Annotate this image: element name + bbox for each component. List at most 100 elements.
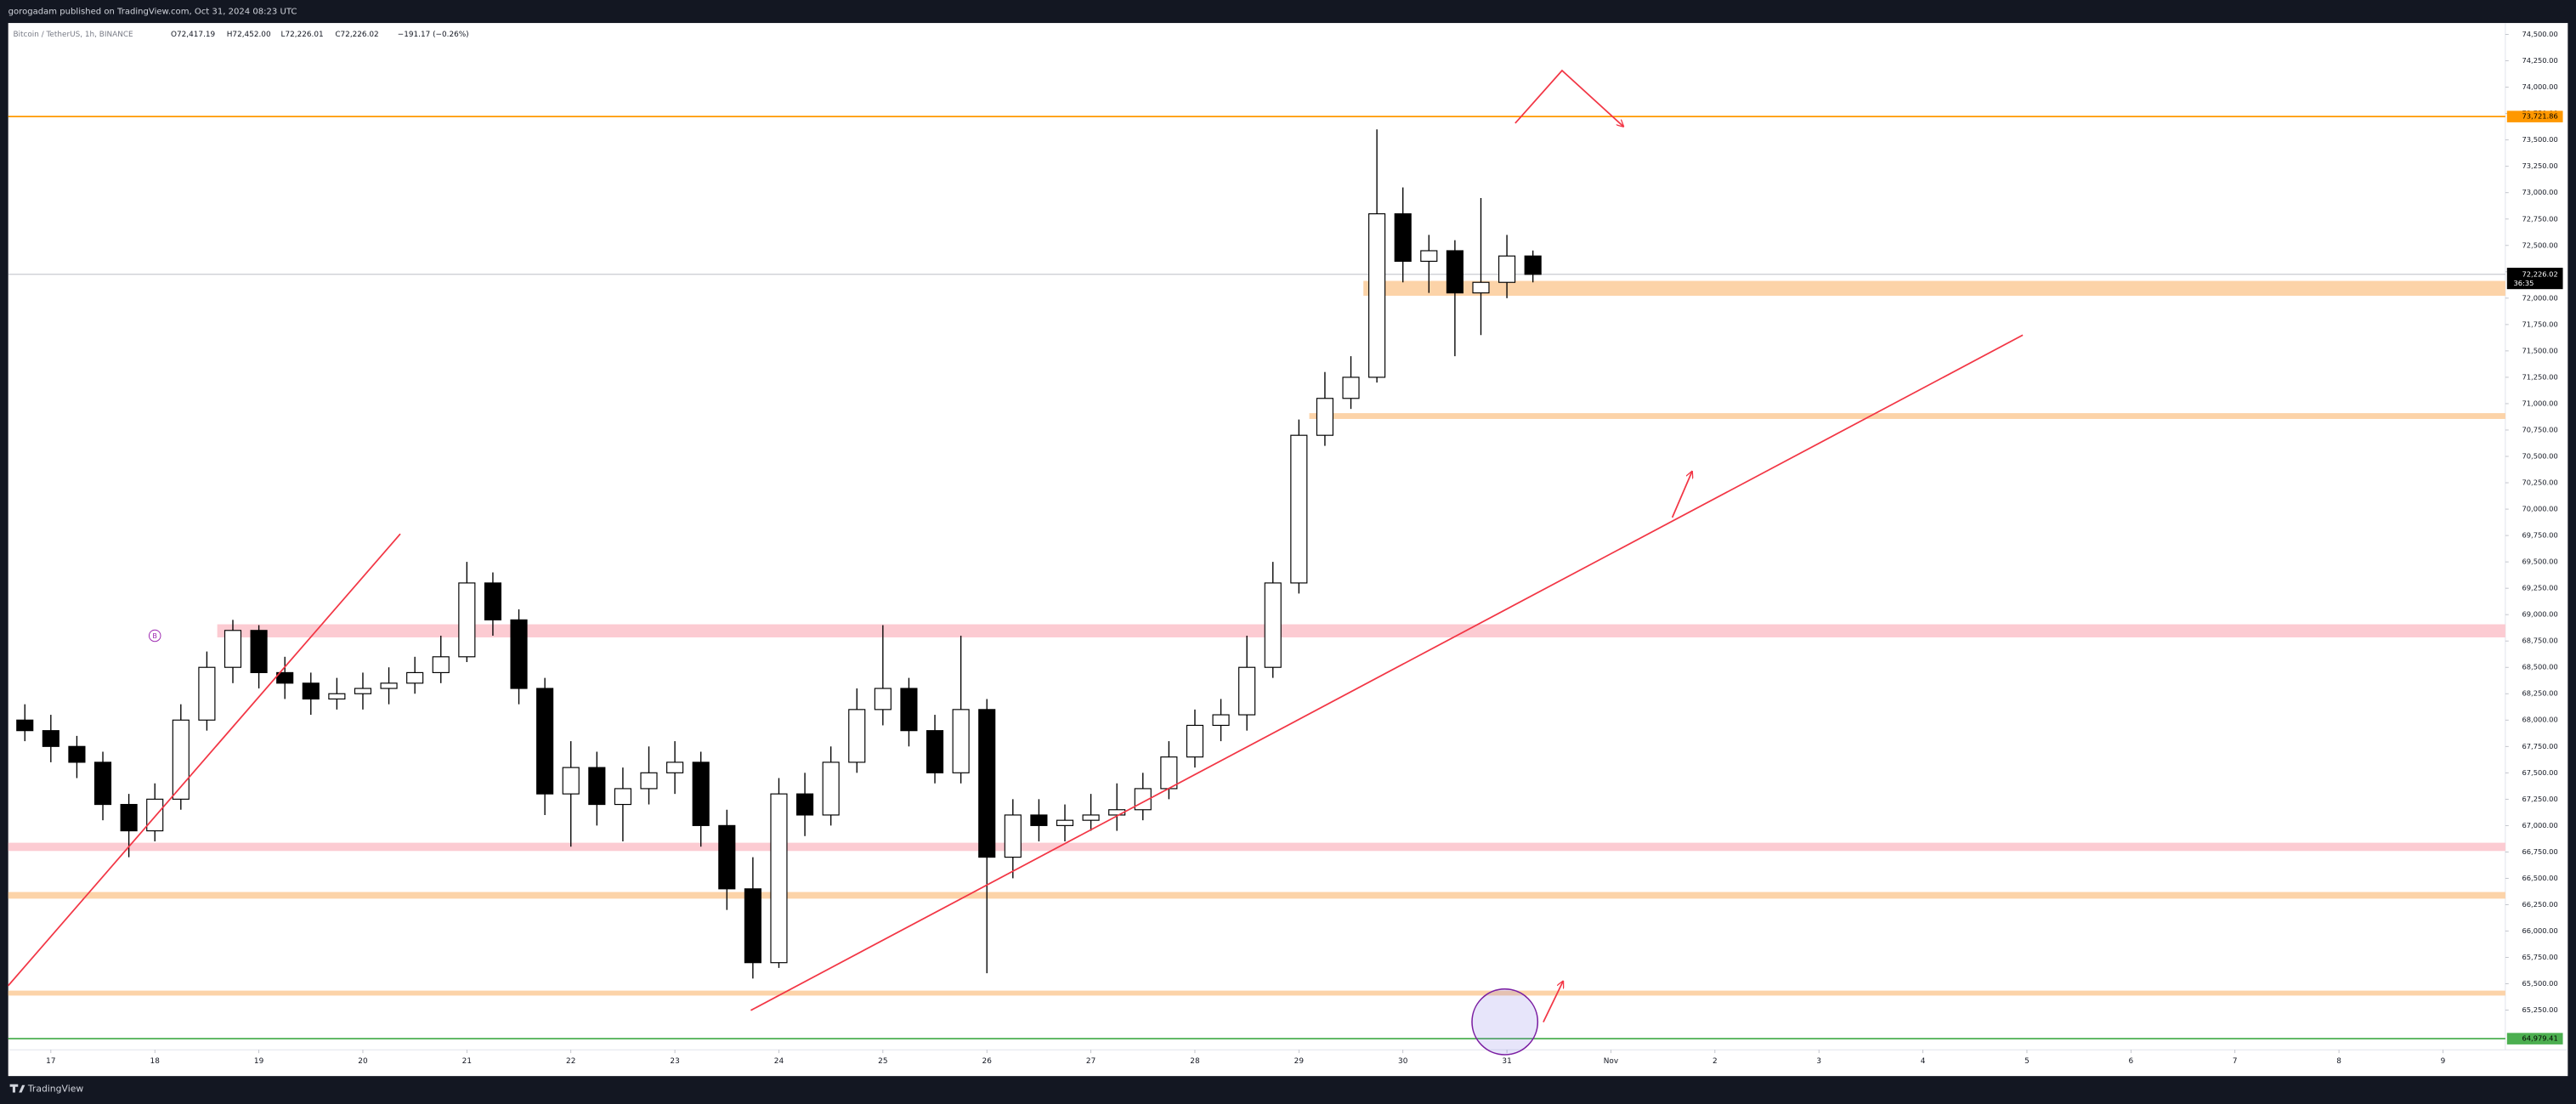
candle-body bbox=[1420, 250, 1438, 262]
candle-body bbox=[744, 888, 761, 964]
x-tick-label: 27 bbox=[1086, 1057, 1096, 1066]
highlight-circle bbox=[1471, 988, 1539, 1056]
x-tick-label: 8 bbox=[2336, 1057, 2341, 1066]
candle-body bbox=[1186, 724, 1204, 758]
y-tick-label: 72,000.00 bbox=[2522, 293, 2558, 302]
candle-body bbox=[536, 688, 554, 795]
trendline bbox=[750, 334, 2024, 1011]
candle-body bbox=[198, 666, 216, 721]
x-tick-label: 25 bbox=[878, 1057, 887, 1066]
y-tick-label: 65,750.00 bbox=[2522, 953, 2558, 961]
zone bbox=[1309, 413, 2505, 419]
candle-body bbox=[276, 671, 294, 684]
y-tick-label: 71,000.00 bbox=[2522, 399, 2558, 407]
y-tick-label: 66,750.00 bbox=[2522, 847, 2558, 856]
x-tick-label: 24 bbox=[774, 1057, 784, 1066]
ohlc-high: H72,452.00 bbox=[227, 31, 271, 39]
candle-body bbox=[1342, 376, 1360, 399]
wave-marker-label: B bbox=[152, 631, 157, 640]
y-tick-label: 66,250.00 bbox=[2522, 900, 2558, 909]
candle-body bbox=[42, 730, 59, 747]
y-tick-label: 66,000.00 bbox=[2522, 926, 2558, 935]
y-tick-label: 65,500.00 bbox=[2522, 979, 2558, 988]
candle-body bbox=[614, 788, 631, 806]
candle-body bbox=[250, 630, 268, 673]
candle-body bbox=[224, 630, 242, 668]
x-tick-label: 26 bbox=[982, 1057, 993, 1066]
x-tick-label: 19 bbox=[254, 1057, 264, 1066]
y-tick-label: 74,250.00 bbox=[2522, 56, 2558, 65]
price-label-bg bbox=[2506, 110, 2563, 122]
ohlc-close: C72,226.02 bbox=[335, 31, 378, 39]
candle-body bbox=[484, 582, 501, 620]
chart-pane bbox=[8, 23, 2568, 1077]
x-tick-label: 4 bbox=[1921, 1057, 1926, 1066]
candle-body bbox=[926, 730, 944, 773]
candle-body bbox=[16, 719, 34, 732]
y-tick-label: 73,500.00 bbox=[2522, 135, 2558, 144]
candle-body bbox=[848, 709, 866, 763]
y-tick-label: 70,500.00 bbox=[2522, 452, 2558, 461]
candle-body bbox=[458, 582, 476, 658]
wave-marker bbox=[148, 629, 161, 643]
ohlc-open: O72,417.19 bbox=[171, 31, 216, 39]
y-tick-label: 68,500.00 bbox=[2522, 663, 2558, 671]
y-tick-label: 71,500.00 bbox=[2522, 346, 2558, 354]
y-tick-label: 70,250.00 bbox=[2522, 478, 2558, 487]
candle-body bbox=[1056, 819, 1074, 826]
price-label-bg bbox=[2506, 1033, 2563, 1045]
y-tick-label: 69,250.00 bbox=[2522, 584, 2558, 592]
x-tick-label: 21 bbox=[462, 1057, 472, 1066]
zone bbox=[8, 990, 2505, 996]
y-tick-label: 67,500.00 bbox=[2522, 768, 2558, 777]
y-tick-label: 74,000.00 bbox=[2522, 82, 2558, 91]
logo bbox=[9, 1084, 25, 1093]
candle-body bbox=[1264, 582, 1282, 668]
candle-body bbox=[68, 745, 86, 763]
ohlc-header: O72,417.19 H72,452.00 L72,226.01 C72,226… bbox=[171, 31, 469, 39]
candle-body bbox=[1082, 814, 1100, 821]
publisher: gorogadam published on TradingView.com, … bbox=[8, 8, 297, 17]
symbol-title: Bitcoin / TetherUS, 1h, BINANCE bbox=[13, 31, 133, 39]
countdown: 36:35 bbox=[2514, 279, 2534, 287]
y-tick-label: 69,500.00 bbox=[2522, 558, 2558, 566]
candle-body bbox=[120, 803, 138, 832]
x-tick-label: 6 bbox=[2129, 1057, 2134, 1066]
brand-name: TradingView bbox=[27, 1084, 83, 1095]
candle-body bbox=[1004, 814, 1022, 858]
candle-body bbox=[795, 793, 814, 816]
x-tick-label: 31 bbox=[1502, 1057, 1511, 1066]
y-tick-label: 70,000.00 bbox=[2522, 505, 2558, 513]
trendline bbox=[1514, 69, 1623, 127]
y-tick-label: 70,750.00 bbox=[2522, 425, 2558, 433]
x-tick-label: 2 bbox=[1713, 1057, 1718, 1066]
candle-body bbox=[432, 656, 450, 673]
candle-body bbox=[172, 719, 190, 800]
x-tick-label: 23 bbox=[670, 1057, 679, 1066]
candle-body bbox=[718, 824, 736, 890]
candle-body bbox=[952, 709, 970, 773]
y-tick-label: 72,500.00 bbox=[2522, 241, 2558, 249]
candle-body bbox=[354, 688, 372, 694]
branding: TradingView bbox=[9, 1084, 83, 1095]
x-tick-label: Nov bbox=[1604, 1057, 1618, 1066]
ohlc-change: −191.17 (−0.26%) bbox=[398, 31, 469, 39]
zone bbox=[8, 892, 2505, 899]
last-price-bg bbox=[2506, 268, 2563, 290]
y-tick-label: 69,000.00 bbox=[2522, 610, 2558, 619]
candle-body bbox=[588, 767, 606, 806]
candle-body bbox=[93, 761, 112, 806]
x-tick-label: 7 bbox=[2233, 1057, 2238, 1066]
y-tick-label: 67,250.00 bbox=[2522, 795, 2558, 803]
candle-body bbox=[302, 682, 320, 700]
candle-body bbox=[666, 761, 684, 773]
candle-body bbox=[1030, 814, 1048, 826]
x-tick-label: 29 bbox=[1294, 1057, 1305, 1066]
candle-body bbox=[1160, 756, 1178, 790]
candle-body bbox=[1368, 212, 1386, 378]
y-tick-label: 73,000.00 bbox=[2522, 188, 2558, 196]
zone bbox=[217, 624, 2505, 637]
trendline bbox=[1543, 982, 1563, 1022]
trendline bbox=[1671, 472, 1692, 518]
